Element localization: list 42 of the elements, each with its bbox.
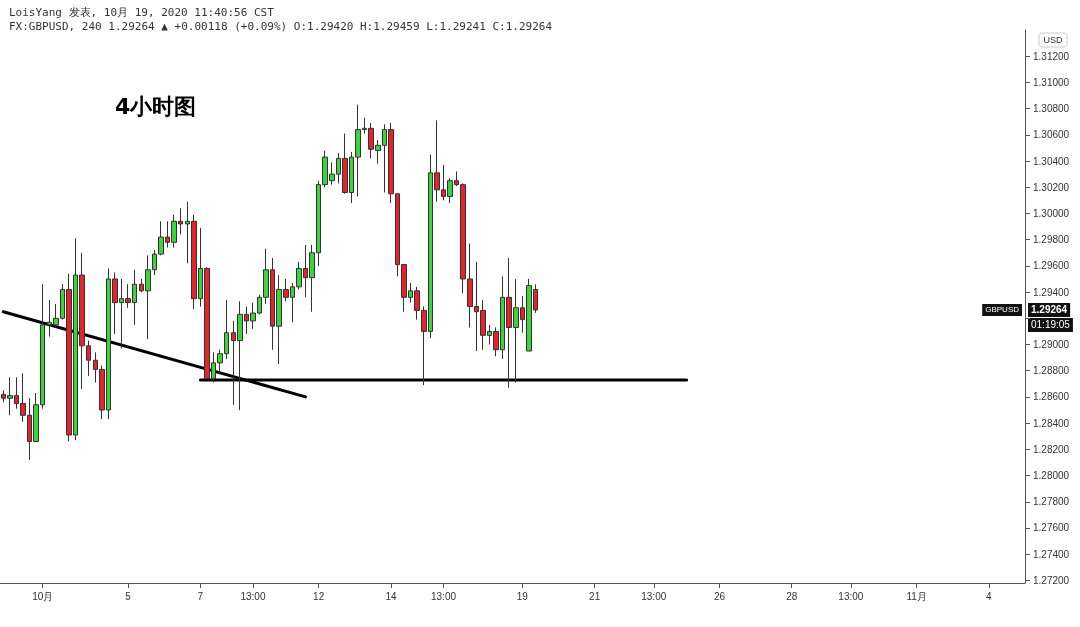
y-tick-label: 1.30400 <box>1033 155 1070 167</box>
y-tick-label: 1.27200 <box>1033 574 1070 586</box>
y-tick-label: 1.29400 <box>1033 286 1070 298</box>
y-tick-label: 1.31200 <box>1033 50 1070 62</box>
x-tick-label: 28 <box>786 590 798 602</box>
x-tick-label: 14 <box>385 590 397 602</box>
y-tick-label: 1.28400 <box>1033 417 1070 429</box>
y-tick-label: 1.27600 <box>1033 522 1070 534</box>
x-tick-label: 26 <box>713 590 726 602</box>
x-tick-label: 19 <box>516 590 529 602</box>
y-tick-label: 1.29600 <box>1033 260 1070 272</box>
y-axis-title: USD <box>1043 35 1063 45</box>
y-tick-label: 1.28800 <box>1033 365 1070 377</box>
y-tick-label: 1.27400 <box>1033 548 1070 560</box>
x-tick-label: 10月 <box>32 590 54 602</box>
y-tick-label: 1.30200 <box>1033 181 1070 193</box>
chart-subtitle: FX:GBPUSD, 240 1.29264 ▲ +0.00118 (+0.09%) O:1.29420 H:1.29459 L:1.29241 C:1.29264 <box>9 20 553 33</box>
x-tick-label: 7 <box>197 590 204 602</box>
y-tick-label: 1.28200 <box>1033 443 1070 455</box>
y-tick-label: 1.28600 <box>1033 391 1070 403</box>
x-tick-label: 13:00 <box>641 590 667 602</box>
annotation: GBPUSD <box>985 305 1020 315</box>
y-tick-label: 1.29800 <box>1033 234 1070 246</box>
y-tick-label: 1.30000 <box>1033 207 1070 219</box>
y-tick-label: 1.30600 <box>1033 129 1070 141</box>
x-tick-label: 13:00 <box>430 590 457 602</box>
y-tick-label: 1.28000 <box>1033 470 1070 482</box>
y-tick-label: 1.31000 <box>1033 76 1070 88</box>
text: 1.29264 <box>1031 304 1068 316</box>
x-tick-label: 13:00 <box>838 590 864 602</box>
x-tick-label: 12 <box>313 590 325 602</box>
x-tick-label: 4 <box>986 590 993 602</box>
x-tick-label: 5 <box>125 590 132 602</box>
x-tick-label: 11月 <box>906 590 927 602</box>
text: 01:19:05 <box>1031 319 1071 331</box>
y-tick-label: 1.27800 <box>1033 496 1070 508</box>
y-tick-label: 1.29000 <box>1033 339 1070 350</box>
x-tick-label: 13:00 <box>240 590 266 602</box>
y-tick-label: 1.30800 <box>1033 103 1070 115</box>
chart-title: LoisYang 发表, 10月 19, 2020 11:40:56 CST <box>9 6 275 19</box>
annotation: 4小时图 <box>115 93 197 119</box>
x-tick-label: 21 <box>589 590 601 602</box>
